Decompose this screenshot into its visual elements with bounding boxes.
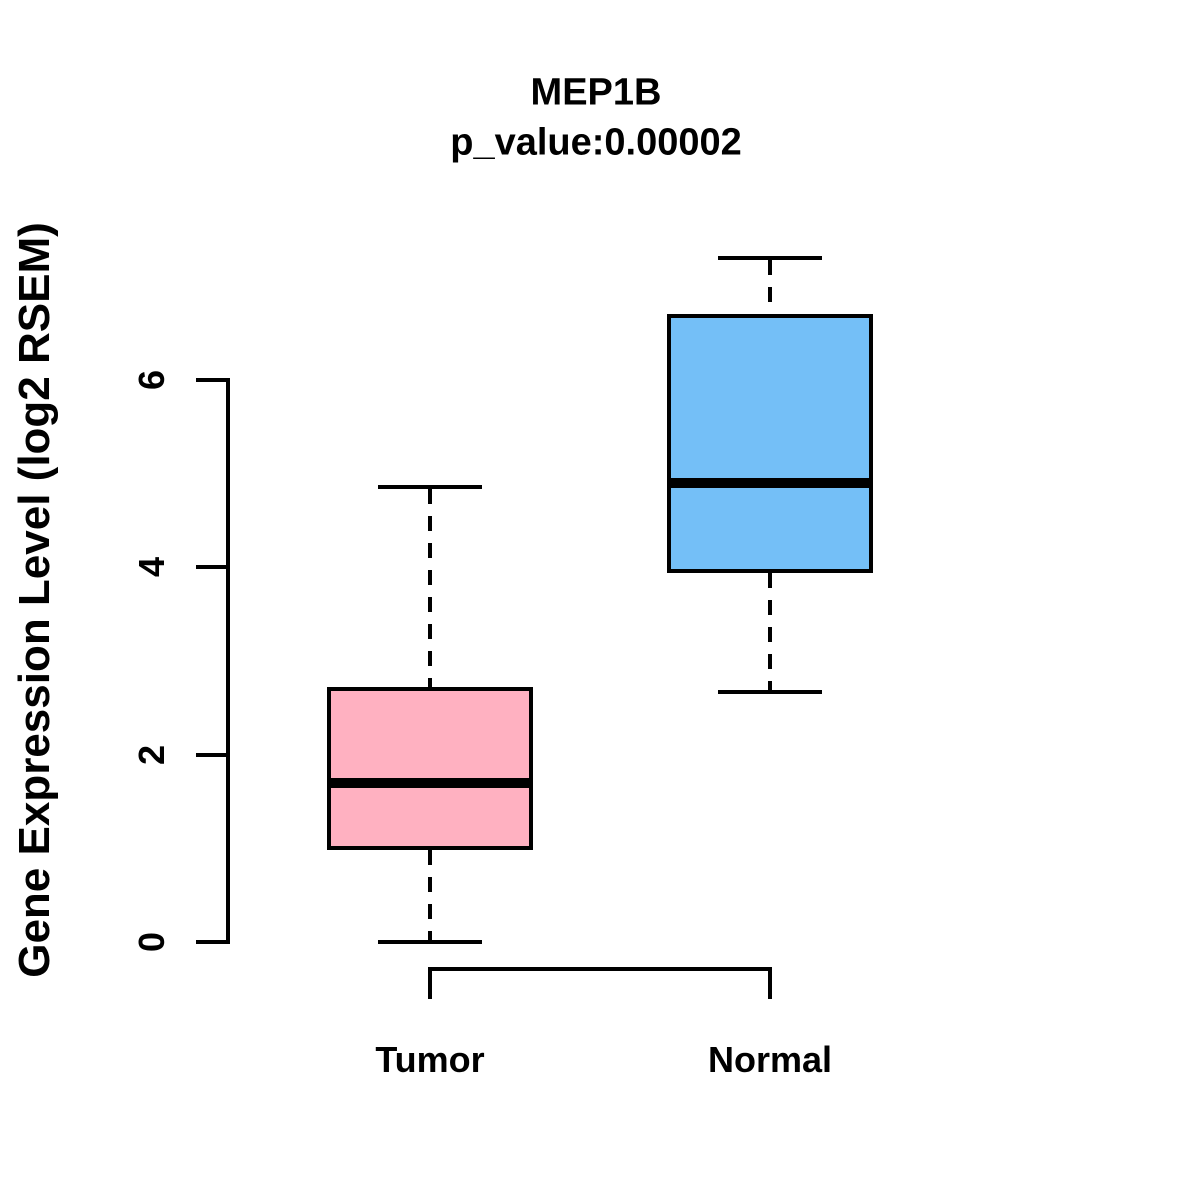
x-axis-line <box>428 967 772 971</box>
upper-whisker-line <box>428 488 432 688</box>
y-axis-tick <box>196 565 226 570</box>
y-axis-tick <box>196 377 226 382</box>
x-axis-tick-right <box>768 967 772 999</box>
x-axis-group-label: Normal <box>707 1039 833 1080</box>
upper-whisker-cap <box>718 256 822 261</box>
median-line <box>327 777 533 788</box>
upper-whisker-line <box>768 260 772 315</box>
y-axis-line <box>226 377 230 944</box>
chart-title: MEP1B <box>530 71 662 114</box>
lower-whisker-cap <box>718 689 822 694</box>
iqr-box <box>327 687 533 851</box>
x-axis-tick-left <box>428 967 432 999</box>
lower-whisker-line <box>428 850 432 940</box>
y-axis-tick-label: 0 <box>131 931 172 953</box>
median-line <box>667 478 873 489</box>
y-axis-label: Gene Expression Level (log2 RSEM) <box>10 222 59 978</box>
lower-whisker-line <box>768 573 772 690</box>
x-axis-group-label: Tumor <box>375 1039 485 1080</box>
y-axis-tick-label: 6 <box>131 369 172 390</box>
y-axis-tick <box>196 752 226 757</box>
chart-subtitle: p_value:0.00002 <box>450 121 742 164</box>
upper-whisker-cap <box>378 484 482 489</box>
y-axis-tick <box>196 940 226 944</box>
iqr-box <box>667 314 873 574</box>
y-axis-tick-label: 4 <box>131 557 172 578</box>
y-axis-tick-label: 2 <box>131 744 172 765</box>
lower-whisker-cap <box>378 940 482 944</box>
